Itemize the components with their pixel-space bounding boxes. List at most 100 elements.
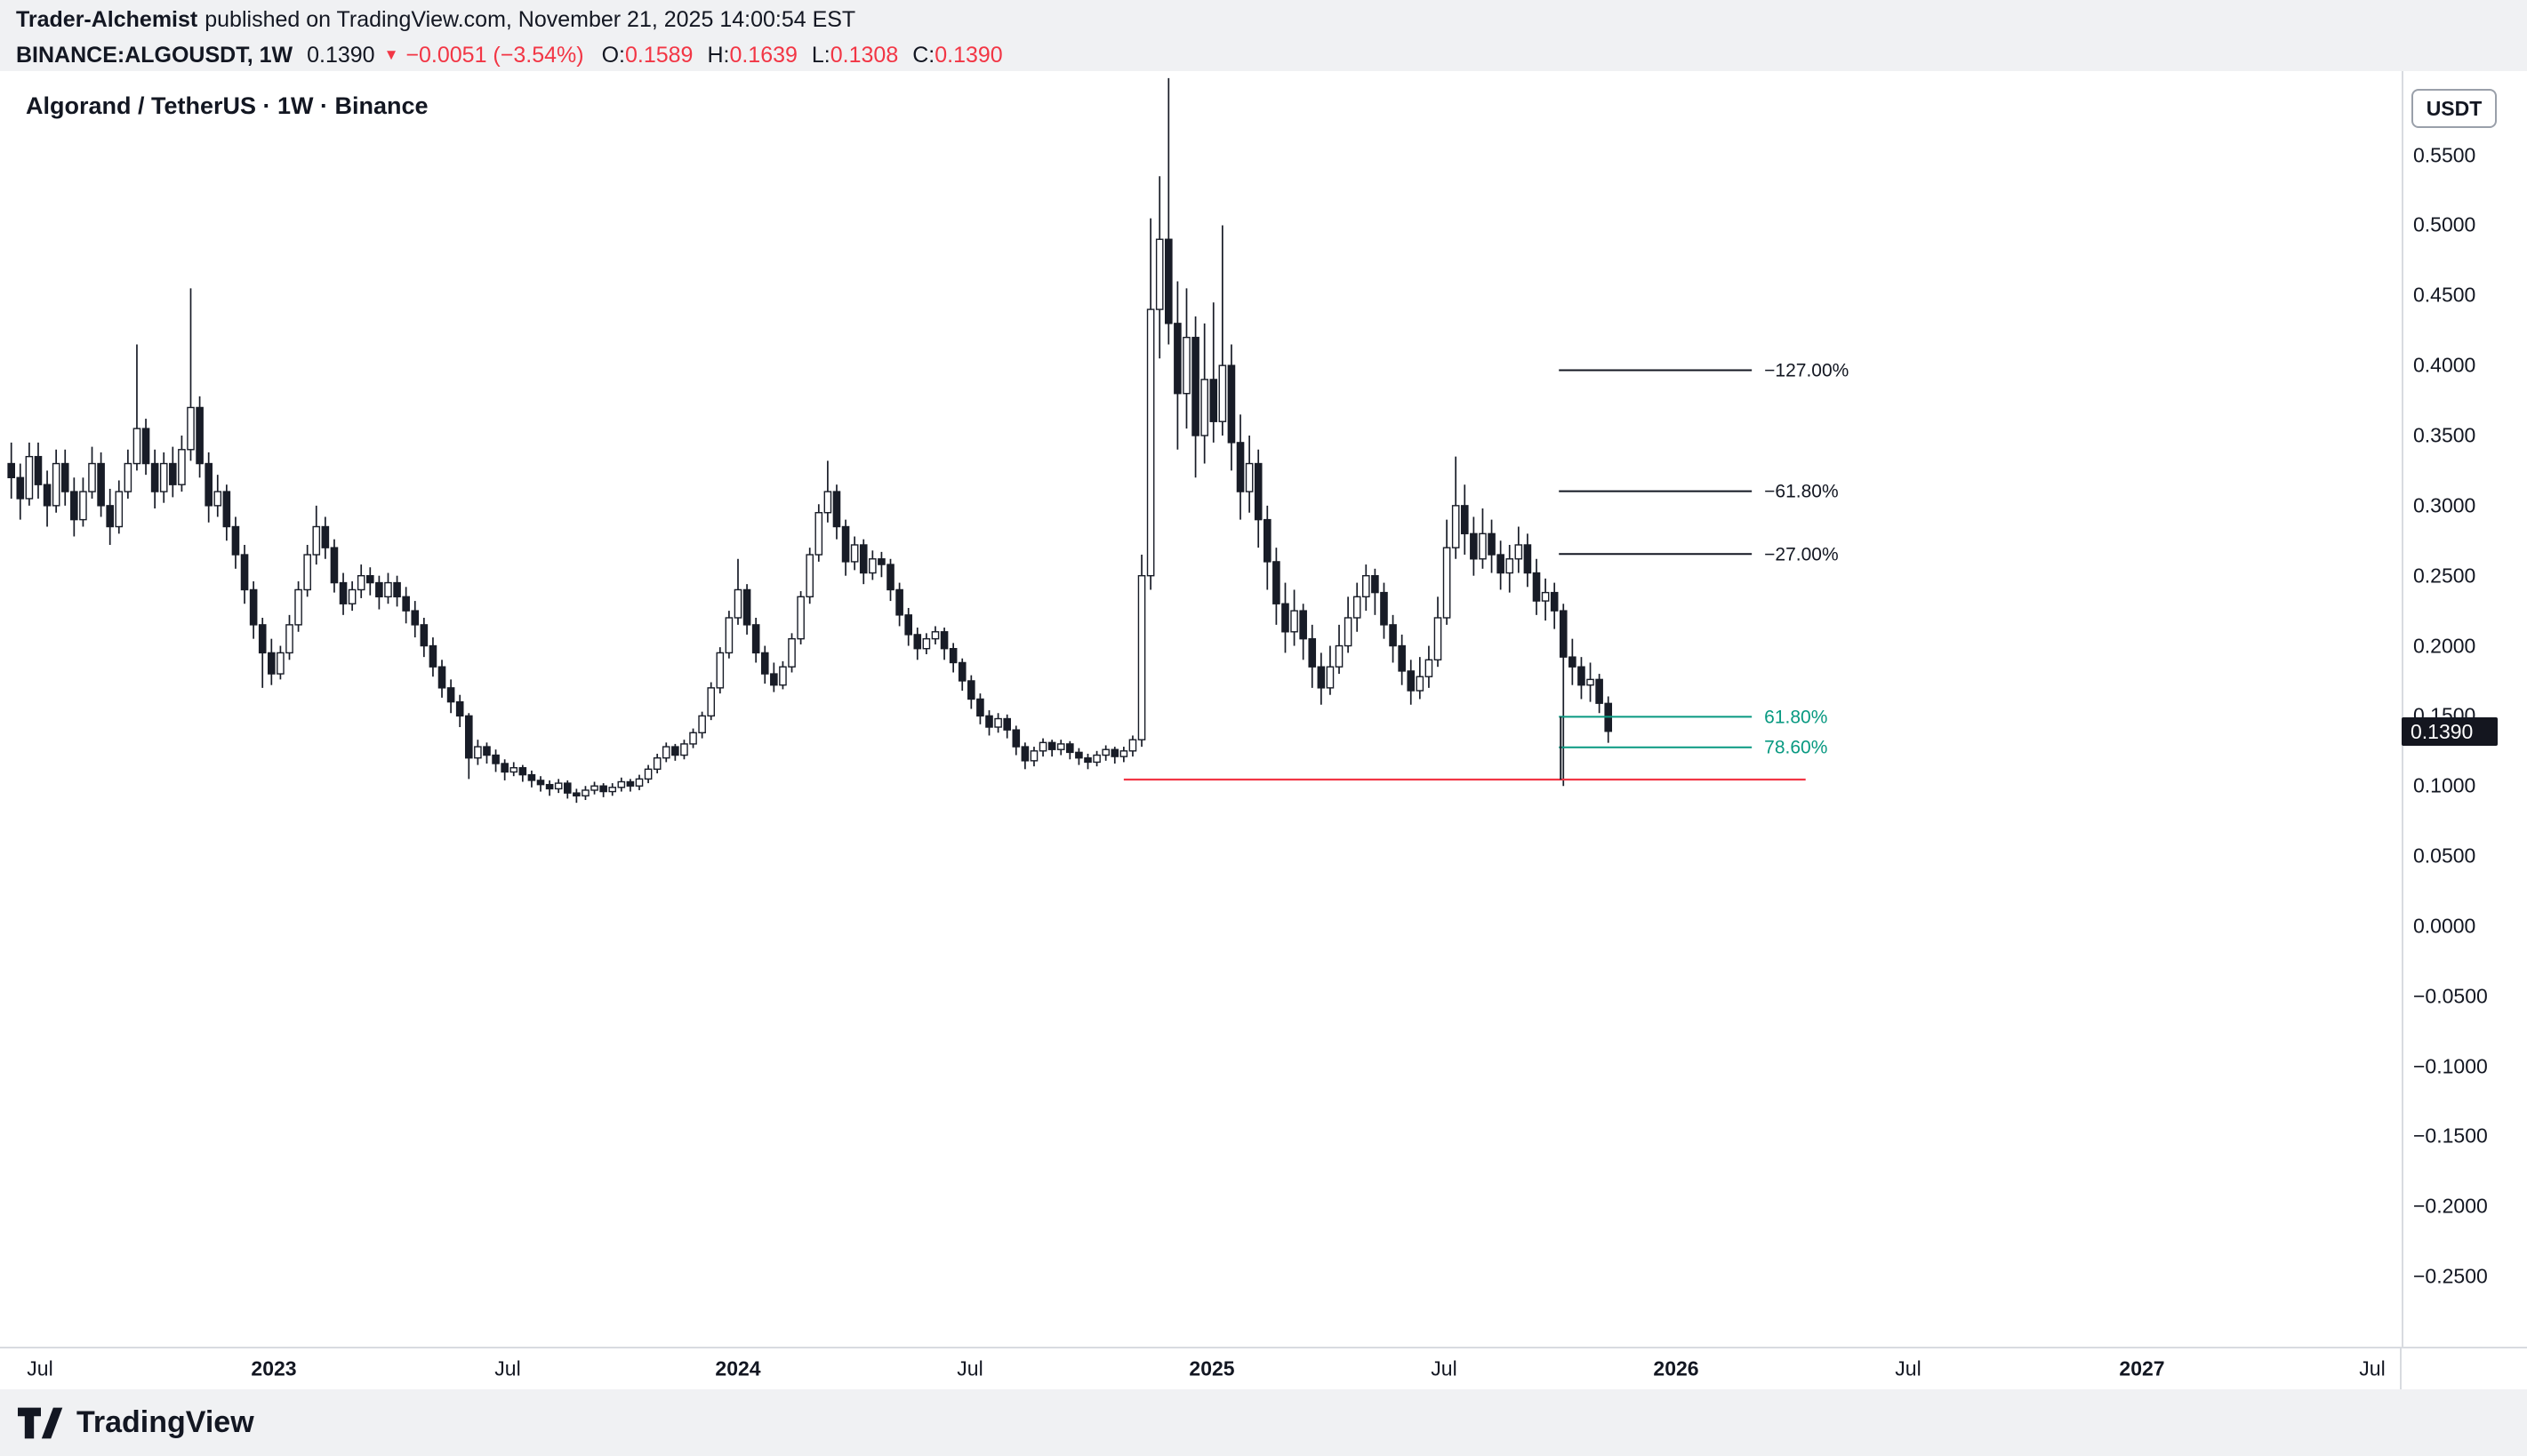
candle <box>52 449 60 513</box>
candle <box>357 564 365 598</box>
candle <box>1093 750 1101 767</box>
candle <box>707 682 716 721</box>
candle <box>1559 604 1568 787</box>
candle <box>1568 638 1576 685</box>
price-axis-label: 0.4000 <box>2413 353 2476 377</box>
price-axis-label: 0.5500 <box>2413 143 2476 167</box>
candle <box>922 633 931 654</box>
last-price-tag: 0.1390 <box>2402 716 2498 746</box>
candle <box>1003 714 1011 739</box>
currency-usdt-button[interactable]: USDT <box>2411 89 2497 128</box>
candle <box>501 759 509 780</box>
candle <box>474 740 482 765</box>
candle <box>1595 674 1603 714</box>
candle <box>1470 516 1478 576</box>
candle <box>1174 281 1182 450</box>
author-name: Trader-Alchemist <box>16 6 198 32</box>
price-axis-label: 0.1500 <box>2413 703 2476 727</box>
candle <box>814 504 823 562</box>
candle <box>760 645 769 684</box>
candle <box>303 545 311 597</box>
time-axis-month-label: Jul <box>2359 1356 2386 1380</box>
candle <box>940 628 949 660</box>
candle <box>213 475 222 517</box>
candle <box>698 711 706 739</box>
candle <box>34 442 43 499</box>
candle <box>1290 589 1298 646</box>
time-axis-month-label: Jul <box>957 1356 983 1380</box>
price-axis-label: 0.4500 <box>2413 283 2476 307</box>
candle <box>429 637 437 677</box>
candle <box>1227 344 1236 471</box>
candle <box>563 780 572 799</box>
candle <box>97 452 105 517</box>
candle <box>464 713 473 780</box>
price-axis-label: 0.0500 <box>2413 844 2476 868</box>
candle <box>402 587 410 624</box>
byline-bar: Trader-Alchemist published on TradingVie… <box>0 0 2527 39</box>
candle <box>886 558 894 602</box>
candle <box>1451 456 1460 559</box>
tradingview-brand[interactable]: TradingView <box>76 1405 254 1439</box>
candle <box>231 516 240 569</box>
price-axis-label: −0.2000 <box>2413 1194 2488 1218</box>
candle <box>653 753 662 774</box>
candle <box>554 779 563 794</box>
candle <box>1433 596 1442 668</box>
time-axis-month-label: Jul <box>1431 1356 1457 1380</box>
candle <box>132 344 141 471</box>
candle <box>285 614 293 660</box>
candlestick-series[interactable]: −127.00% −61.80% −27.00% 61.80% 78.60% <box>0 71 2402 1347</box>
time-axis[interactable]: Jul 2023 Jul 2024 Jul 2025 Jul 2026 Jul 2027 Jul <box>0 1347 2527 1389</box>
candle <box>1245 436 1254 513</box>
candle <box>1407 660 1416 705</box>
time-axis-year-label: 2024 <box>715 1356 761 1380</box>
candle <box>70 477 78 537</box>
candle <box>985 710 993 736</box>
candle <box>169 446 177 498</box>
candle <box>994 713 1002 733</box>
candle <box>1308 624 1317 688</box>
candle <box>222 484 231 541</box>
candle <box>159 452 168 503</box>
candle <box>196 396 204 478</box>
candle <box>1084 753 1092 770</box>
tradingview-logo-icon[interactable] <box>18 1404 64 1443</box>
ohlc-item: O:0.1589 <box>601 42 694 68</box>
price-axis-label: 0.3500 <box>2413 423 2476 447</box>
candle <box>1335 624 1344 675</box>
candle <box>1380 582 1388 639</box>
candle <box>1317 652 1326 705</box>
candle <box>788 633 796 673</box>
candle <box>1541 578 1550 621</box>
candle <box>967 675 975 709</box>
ohlc-item: L:0.1308 <box>811 42 899 68</box>
candle <box>976 693 984 724</box>
price-axis-label: 0.2000 <box>2413 634 2476 658</box>
candle <box>1021 742 1030 770</box>
candle <box>1398 634 1406 685</box>
price-axis-label: 0.1000 <box>2413 773 2476 797</box>
candle <box>626 779 635 792</box>
fib-level-label: −127.00% <box>1764 361 1849 381</box>
candle <box>582 786 590 800</box>
candle <box>294 581 302 632</box>
candle <box>895 582 903 627</box>
price-axis-label: −0.0500 <box>2413 984 2488 1008</box>
candle <box>590 781 598 795</box>
candle <box>779 660 787 690</box>
candle <box>1128 735 1137 757</box>
price-chart[interactable]: −127.00% −61.80% −27.00% 61.80% 78.60% Algor… <box>0 71 2402 1347</box>
candle <box>1146 218 1155 590</box>
candle <box>1254 449 1263 548</box>
candle <box>958 658 967 691</box>
candle <box>509 762 518 777</box>
ohlc-item: H:0.1639 <box>707 42 798 68</box>
candle <box>249 581 258 639</box>
candle <box>770 662 778 692</box>
price-axis[interactable]: USDT 0.1390 0.5500 0.5000 0.4500 0.4000 0.35… <box>2402 71 2527 1347</box>
candle <box>437 660 446 698</box>
candle <box>366 567 374 596</box>
price-axis-label: 0.3000 <box>2413 493 2476 517</box>
candle <box>1137 555 1146 748</box>
